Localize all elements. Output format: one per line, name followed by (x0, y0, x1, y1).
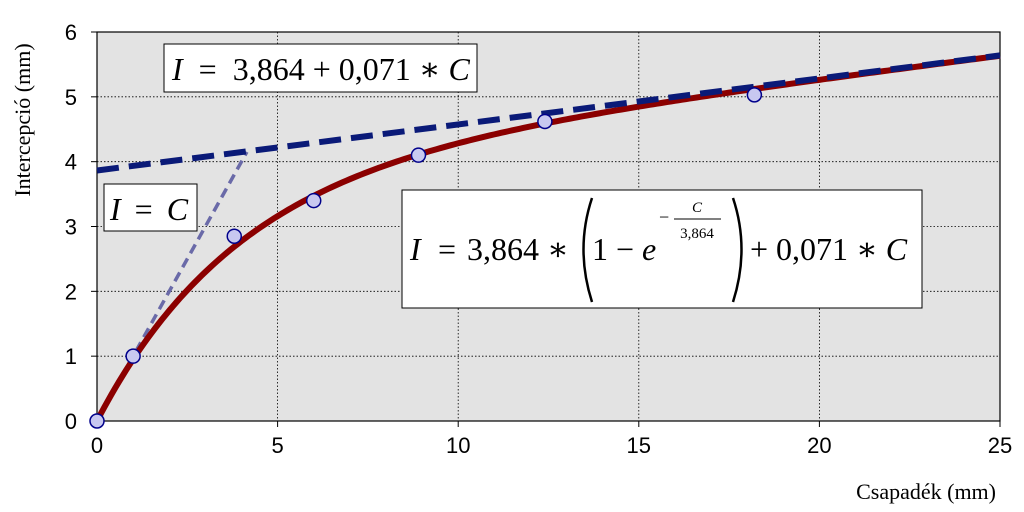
x-tick-label: 20 (807, 433, 831, 458)
y-tick-labels: 0 1 2 3 4 5 6 (65, 20, 97, 434)
exp-eq-tail: + 0,071 ∗ C (750, 231, 908, 267)
x-tick-label: 10 (446, 433, 470, 458)
x-tick-labels: 0 5 10 15 20 25 (91, 421, 1012, 458)
exp-eq-coef: 3,864 ∗ (467, 231, 569, 267)
identity-eq-equals: = (135, 191, 153, 227)
data-point (746, 87, 763, 103)
linear-equation-text: I = 3,864 + 0,071 ∗ C (171, 51, 471, 87)
x-tick-label: 0 (91, 433, 103, 458)
exp-eq-var: C (886, 231, 908, 267)
exp-eq-tail-text: + 0,071 ∗ (750, 231, 886, 267)
exp-eq-left-paren (582, 197, 594, 303)
data-points (89, 87, 763, 429)
exp-eq-exp-minus: − (659, 207, 669, 227)
data-point (226, 228, 243, 244)
y-axis-label: Intercepció (mm) (10, 43, 35, 196)
data-point (410, 147, 427, 163)
x-tick-label: 15 (627, 433, 651, 458)
x-axis-label: Csapadék (mm) (856, 479, 996, 504)
y-tick-label: 5 (65, 85, 77, 110)
data-point (89, 413, 105, 429)
linear-equation-frame (163, 43, 478, 93)
exp-eq-base: e (642, 231, 656, 267)
exponential-equation-box: I = 3,864 ∗ 1 − e − C 3,864 + 0,071 ∗ C (401, 189, 923, 309)
exp-eq-one-minus: 1 − (592, 231, 634, 267)
linear-asymptote-line (96, 52, 1001, 174)
linear-eq-equals: = (199, 51, 217, 87)
exp-eq-exp-denominator: 3,864 (680, 226, 714, 242)
data-point (125, 348, 141, 364)
x-tick-label: 25 (988, 433, 1012, 458)
identity-eq-lhs: I (109, 191, 122, 227)
identity-equation-box: I = C (103, 183, 198, 232)
exponential-equation-frame (401, 189, 923, 309)
y-tick-label: 3 (65, 215, 77, 240)
linear-equation-box: I = 3,864 + 0,071 ∗ C (163, 43, 478, 93)
identity-equation-text: I = C (109, 191, 189, 227)
x-tick-label: 5 (271, 433, 283, 458)
linear-eq-lhs: I (171, 51, 184, 87)
linear-eq-rhs: 3,864 + 0,071 ∗ (233, 51, 449, 87)
y-tick-label: 6 (65, 20, 77, 45)
y-tick-label: 4 (65, 150, 77, 175)
linear-eq-var: C (449, 51, 471, 87)
exp-eq-lhs: I (409, 231, 422, 267)
identity-equation-frame (103, 183, 198, 232)
y-tick-label: 0 (65, 409, 77, 434)
exp-eq-equals: = (438, 231, 456, 267)
exp-eq-right-paren (731, 197, 743, 303)
y-tick-label: 2 (65, 279, 77, 304)
data-point (305, 192, 322, 209)
exp-eq-exp-numerator: C (692, 200, 703, 216)
data-point (537, 113, 553, 130)
identity-eq-rhs: C (167, 191, 189, 227)
y-tick-label: 1 (65, 344, 77, 369)
